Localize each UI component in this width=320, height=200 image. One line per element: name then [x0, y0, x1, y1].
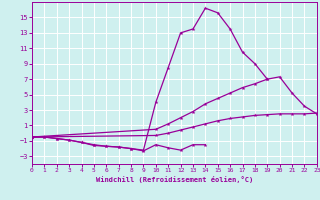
X-axis label: Windchill (Refroidissement éolien,°C): Windchill (Refroidissement éolien,°C)	[96, 176, 253, 183]
